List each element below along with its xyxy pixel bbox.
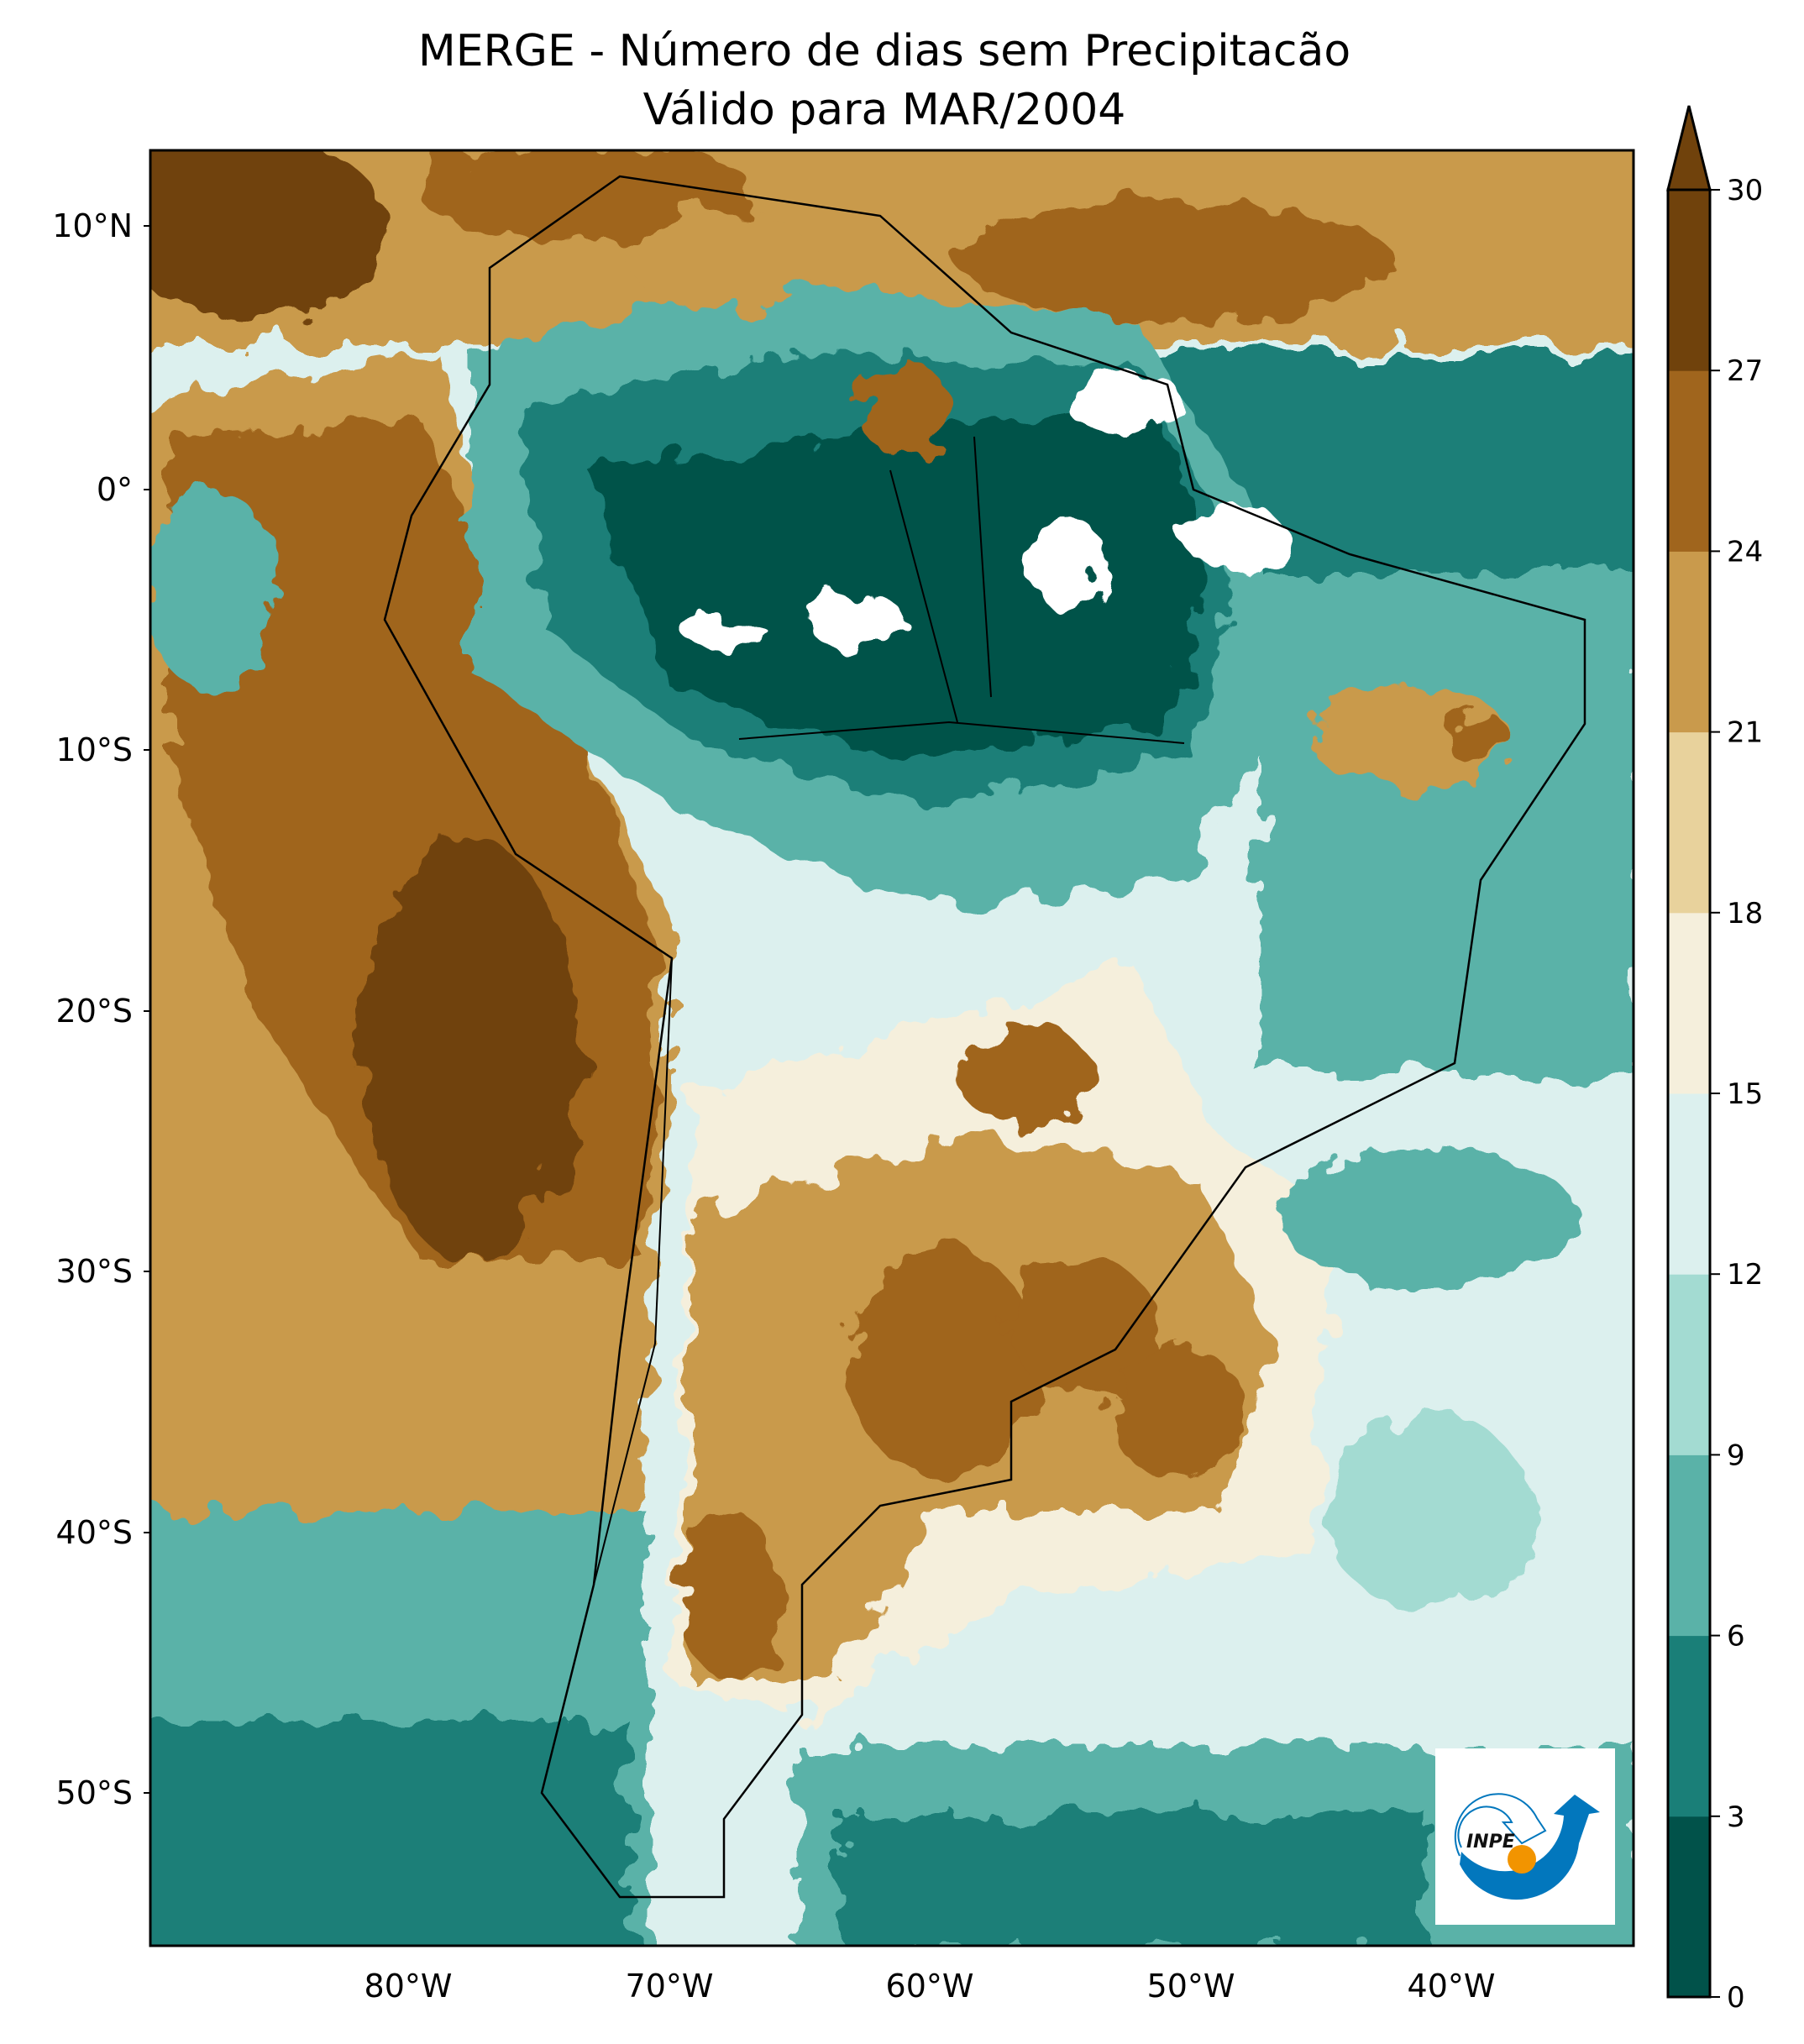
colorbar-extend-arrow [1666,105,1712,191]
field-patch [1109,1344,1243,1478]
x-tick-label: 80°W [364,1968,453,2005]
logo-sun-icon [1508,1845,1536,1874]
field-nodata [1067,369,1184,437]
field-patch [957,202,1394,319]
field-patch [848,1243,1033,1478]
colorbar-segment [1668,731,1710,914]
field-nodata [1033,512,1100,613]
x-axis: 80°W 70°W 60°W 50°W 40°W [364,1968,1496,2005]
colorbar-tick-label: 9 [1727,1439,1745,1472]
field-patch [865,361,949,462]
colorbar-tick-label: 27 [1727,354,1763,388]
y-tick-label: 50°S [56,1774,133,1811]
field-nodata [806,596,907,647]
colorbar-tick-label: 0 [1727,1981,1745,2015]
logo-text: INPE [1466,1832,1515,1853]
colorbar-segment [1668,370,1710,552]
field-patch [957,1025,1092,1125]
field-nodata [689,621,773,655]
field-patch [150,1722,630,1946]
coastline [383,175,1586,1899]
field-amazon-core [588,403,1209,756]
colorbar-tick-label: 15 [1727,1077,1763,1111]
x-tick-label: 50°W [1147,1968,1235,2005]
y-tick-label: 20°S [56,993,133,1030]
map-frame [149,149,1635,1947]
field-patch [1008,1260,1159,1394]
colorbar: 0 3 6 9 12 15 18 21 24 27 30 [1666,105,1763,2015]
field-patch [840,1814,1428,1946]
y-tick-label: 10°S [56,731,133,768]
colorbar-tick-label: 24 [1727,535,1763,569]
field-patch [1327,1411,1529,1612]
field-patch [361,840,579,1260]
colorbar-segment [1668,190,1710,371]
logo-swirl-icon [1454,1793,1547,1857]
title-line-1: MERGE - Número de dias sem Precipitacão [418,26,1350,76]
field-patch [1260,571,1634,1075]
y-tick-label: 0° [97,471,133,508]
colorbar-segment [1668,1454,1710,1637]
colorbar-tick-label: 6 [1727,1620,1745,1654]
field-ne-brazil [1310,689,1512,789]
precipitation-field [150,150,1634,1946]
colorbar-tick-label: 12 [1727,1258,1763,1292]
y-tick-label: 30°S [56,1253,133,1290]
x-tick-label: 40°W [1408,1968,1496,2005]
colorbar-tick-label: 30 [1727,174,1763,207]
colorbar-segment [1668,1635,1710,1817]
colorbar-tick-label: 18 [1727,897,1763,930]
field-patch [1445,714,1512,764]
field-nodata [1184,504,1285,571]
field-patch [150,150,386,319]
y-tick-label: 10°N [52,207,133,244]
field-patch [150,487,277,689]
colorbar-segment [1668,1816,1710,1998]
inpe-logo: INPE [1435,1748,1615,1925]
colorbar-segment [1668,912,1710,1094]
y-tick-label: 40°S [56,1514,133,1551]
field-patch [680,1512,781,1680]
title-line-2: Válido para MAR/2004 [643,85,1126,135]
y-axis: 10°N 0° 10°S 20°S 30°S 40°S 50°S [52,207,150,1811]
colorbar-segment [1668,1093,1710,1275]
x-tick-label: 70°W [626,1968,714,2005]
field-patch [1277,1150,1579,1285]
x-tick-label: 60°W [886,1968,974,2005]
field-patch [630,210,815,311]
colorbar-tick-label: 3 [1727,1800,1745,1834]
colorbar-segment [1668,1274,1710,1455]
logo-arrow-icon [1460,1795,1600,1900]
country-borders [593,436,1185,1585]
colorbar-segment [1668,551,1710,733]
colorbar-tick-label: 21 [1727,716,1763,750]
